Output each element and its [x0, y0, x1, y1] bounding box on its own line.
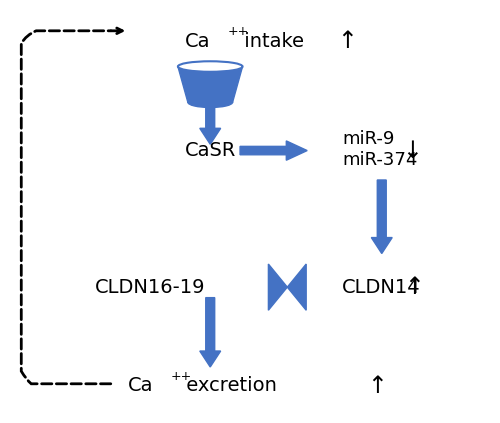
Ellipse shape — [188, 97, 232, 107]
Polygon shape — [178, 66, 242, 102]
Polygon shape — [372, 180, 392, 253]
Polygon shape — [288, 264, 306, 310]
Polygon shape — [268, 264, 287, 310]
Text: ↑: ↑ — [367, 374, 386, 398]
Text: ↑: ↑ — [337, 29, 357, 53]
Ellipse shape — [178, 61, 242, 72]
Text: ++: ++ — [170, 370, 192, 383]
Text: CLDN16-19: CLDN16-19 — [96, 277, 206, 297]
Polygon shape — [240, 141, 307, 160]
Text: miR-9: miR-9 — [342, 130, 394, 148]
Text: ++: ++ — [228, 25, 249, 38]
Text: Ca: Ca — [128, 376, 154, 396]
Text: CLDN14: CLDN14 — [342, 277, 420, 297]
Text: intake: intake — [238, 32, 304, 51]
Text: CaSR: CaSR — [184, 141, 236, 160]
Text: ↓: ↓ — [402, 139, 421, 162]
Text: miR-374: miR-374 — [342, 151, 417, 169]
Text: Ca: Ca — [186, 32, 211, 51]
Text: ↑: ↑ — [404, 275, 424, 299]
Polygon shape — [200, 104, 220, 144]
Polygon shape — [200, 298, 220, 367]
Text: excretion: excretion — [180, 376, 278, 396]
